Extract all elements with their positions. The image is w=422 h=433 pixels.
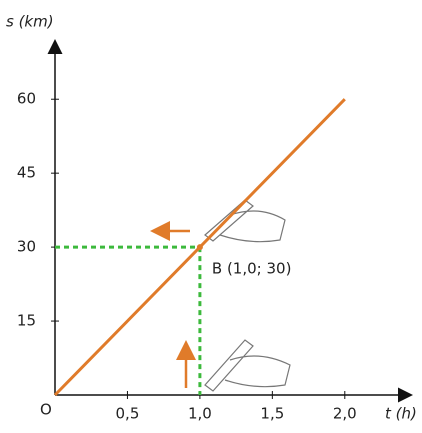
- x-tick-label: 0,5: [116, 405, 140, 423]
- x-axis-label: t (h): [385, 405, 417, 423]
- y-tick-label: 60: [17, 90, 36, 108]
- point-label: B (1,0; 30): [212, 260, 292, 278]
- hand-icon: [204, 339, 291, 392]
- x-tick-label: 2,0: [333, 405, 357, 423]
- y-axis-label: s (km): [6, 13, 54, 31]
- y-tick-label: 30: [17, 238, 36, 256]
- y-tick-label: 45: [17, 164, 36, 182]
- point-marker: [196, 244, 203, 251]
- x-tick-label: 1,0: [188, 405, 212, 423]
- hand-icon: [204, 199, 286, 243]
- origin-label: O: [40, 401, 52, 419]
- y-tick-label: 15: [17, 312, 36, 330]
- x-tick-label: 1,5: [260, 405, 284, 423]
